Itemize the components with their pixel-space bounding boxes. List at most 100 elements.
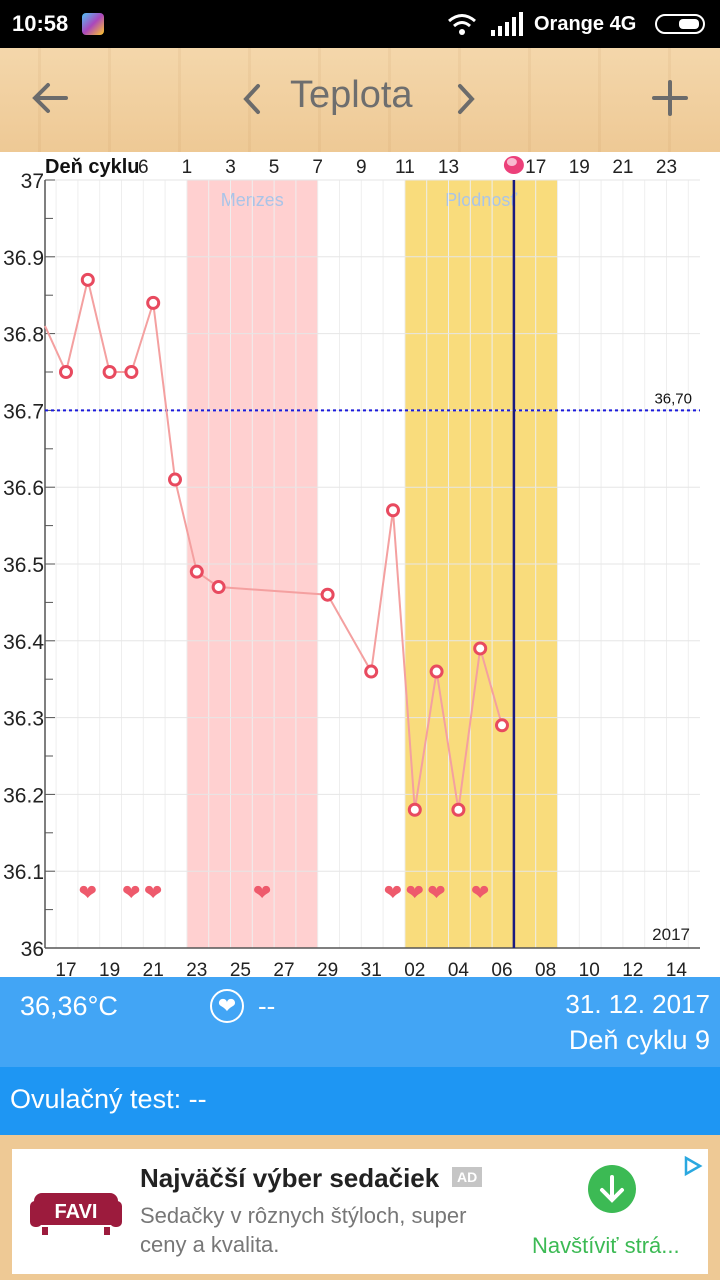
temperature-point <box>102 365 117 379</box>
ad-logo-text: FAVI <box>55 1201 98 1223</box>
heart-marker-icon: ❤ <box>79 881 97 906</box>
x-bottom-tick-label: 08 <box>535 960 556 977</box>
ad-badge: AD <box>452 1167 483 1187</box>
temperature-point <box>320 587 335 602</box>
y-tick-label: 36.4 <box>3 631 44 654</box>
x-top-tick-label: 7 <box>312 157 323 178</box>
next-chevron-icon[interactable] <box>454 82 478 116</box>
heart-marker-icon: ❤ <box>122 881 140 906</box>
x-top-axis-label: Deň cyklu <box>45 156 139 178</box>
temperature-point <box>211 580 226 595</box>
previous-chevron-icon[interactable] <box>240 82 264 116</box>
x-top-tick-label: 3 <box>225 157 236 178</box>
x-bottom-tick-label: 23 <box>186 960 207 977</box>
heart-marker-icon: ❤ <box>427 881 445 906</box>
ad-headline[interactable]: Najväčší výber sedačiek <box>140 1163 440 1193</box>
y-tick-label: 36.9 <box>3 247 44 270</box>
play-store-icon <box>82 13 104 35</box>
carrier-label: Orange 4G <box>534 13 637 35</box>
ad-area: FAVI Najväčší výber sedačiek AD Sedačky … <box>0 1135 720 1280</box>
y-tick-label: 36.7 <box>3 400 44 423</box>
ad-choices-icon[interactable] <box>682 1155 704 1177</box>
x-bottom-tick-label: 14 <box>666 960 688 977</box>
back-arrow-icon[interactable] <box>30 78 70 118</box>
y-tick-label: 36 <box>21 938 44 961</box>
ad-card[interactable]: FAVI Najväčší výber sedačiek AD Sedačky … <box>12 1149 708 1274</box>
heart-marker-icon: ❤ <box>471 881 489 906</box>
status-time: 10:58 <box>12 11 69 36</box>
heart-marker-icon: ❤ <box>406 881 424 906</box>
ad-cta-link[interactable]: Navštíviť strá... <box>532 1233 680 1258</box>
ovulation-test-bar[interactable]: Ovulačný test: -- <box>0 1067 720 1135</box>
status-bar: 10:58 Orange 4G <box>0 0 720 48</box>
temperature-point <box>407 802 422 817</box>
battery-icon <box>655 14 705 34</box>
temperature-point <box>168 472 182 487</box>
x-bottom-tick-label: 31 <box>361 960 382 977</box>
x-bottom-tick-label: 02 <box>404 960 425 977</box>
current-temperature: 36,36°C <box>20 991 118 1021</box>
y-tick-label: 36.8 <box>3 324 44 347</box>
threshold-label: 36,70 <box>654 390 692 407</box>
x-bottom-tick-label: 10 <box>579 960 600 977</box>
temperature-point <box>146 295 161 310</box>
temperature-point <box>59 365 73 379</box>
y-tick-label: 36.5 <box>3 554 44 577</box>
x-top-tick-label: 17 <box>525 157 546 178</box>
band-label: Plodnosť <box>445 190 517 210</box>
temperature-point <box>124 365 139 379</box>
info-bar: 36,36°C ❤ -- 31. 12. 2017 Deň cyklu 9 <box>0 977 720 1067</box>
year-label: 2017 <box>652 925 690 944</box>
x-bottom-tick-label: 21 <box>143 960 164 977</box>
wifi-icon <box>448 14 476 35</box>
x-bottom-tick-label: 04 <box>448 960 470 977</box>
ad-description: Sedačky v rôznych štýloch, super ceny a … <box>140 1203 467 1257</box>
temperature-chart-svg[interactable]: Menzes Plodnosť3736.936.836.736.636.536.4… <box>0 152 720 977</box>
x-bottom-tick-label: 06 <box>491 960 512 977</box>
x-top-tick-label: 6 <box>138 157 149 178</box>
cycle-day: Deň cyklu 9 <box>568 1025 710 1055</box>
heart-value: -- <box>258 991 276 1021</box>
x-top-tick-label: 5 <box>269 157 280 178</box>
y-tick-label: 36.1 <box>3 861 44 884</box>
heart-marker-icon: ❤ <box>384 881 402 906</box>
temperature-chart[interactable]: Menzes Plodnosť 37 36.9 36.8 36.7 36.6 36.5 36.4… <box>0 152 720 977</box>
x-top-tick-label: 1 <box>182 157 193 178</box>
temperature-point <box>451 802 466 817</box>
x-bottom-tick-label: 17 <box>55 960 76 977</box>
temperature-point <box>80 272 95 287</box>
app-bar: Teplota <box>0 48 720 154</box>
y-tick-label: 36.3 <box>3 708 44 731</box>
x-top-tick-label: 9 <box>356 157 367 178</box>
x-top-tick-label: 23 <box>656 157 677 178</box>
temperature-point <box>386 503 400 518</box>
x-top-tick-label: 11 <box>395 157 415 178</box>
x-bottom-tick-label: 25 <box>230 960 251 977</box>
x-top-tick-label: 21 <box>612 157 633 178</box>
x-bottom-tick-label: 29 <box>317 960 338 977</box>
y-tick-label: 36.2 <box>3 784 44 807</box>
favi-logo-icon: FAVI <box>30 1193 122 1235</box>
y-tick-label: 37 <box>21 170 44 193</box>
heart-icon[interactable]: ❤ <box>210 989 244 1023</box>
x-top-tick-label: 13 <box>438 157 459 178</box>
page-title: Teplota <box>290 74 413 116</box>
temperature-point <box>473 641 488 656</box>
x-bottom-tick-label: 12 <box>622 960 643 977</box>
temperature-point <box>189 564 204 579</box>
y-tick-label: 36.6 <box>3 477 44 500</box>
x-bottom-tick-label: 19 <box>99 960 120 977</box>
add-plus-icon[interactable] <box>650 78 690 118</box>
x-bottom-tick-label: 27 <box>273 960 294 977</box>
x-top-tick-label: 19 <box>569 157 590 178</box>
ovulation-marker-highlight <box>506 158 517 166</box>
download-icon[interactable] <box>588 1165 636 1213</box>
temperature-point <box>364 664 379 679</box>
heart-marker-icon: ❤ <box>253 881 271 906</box>
ovulation-test-label: Ovulačný test: -- <box>10 1084 207 1114</box>
temperature-point <box>495 718 509 733</box>
temperature-point <box>429 664 444 679</box>
selected-date: 31. 12. 2017 <box>565 989 710 1019</box>
heart-marker-icon: ❤ <box>144 881 162 906</box>
signal-icon <box>491 12 523 36</box>
